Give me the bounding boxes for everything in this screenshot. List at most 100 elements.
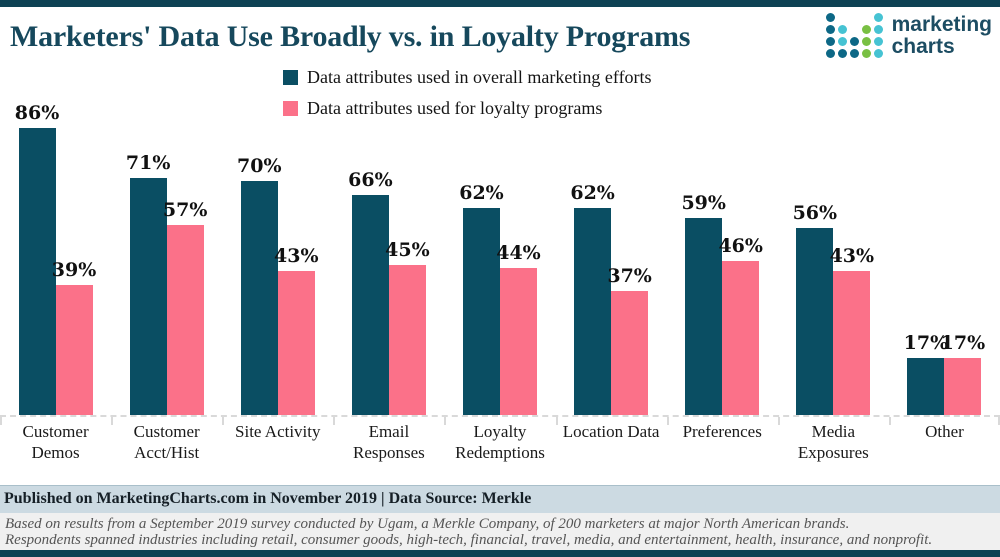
bar-pair: 62% 44%: [459, 182, 541, 415]
bar-value-label: 59%: [681, 191, 726, 214]
bar-pair: 66% 45%: [348, 169, 430, 415]
bar-group: 86% 39%: [0, 81, 111, 415]
logo-dot-light: [873, 13, 883, 22]
bar-value-label: 39%: [51, 258, 97, 281]
logo-word-marketing: marketing: [891, 12, 992, 36]
published-text: Published on MarketingCharts.com in Nove…: [4, 490, 532, 507]
bottom-accent-border: [0, 550, 1000, 557]
logo-dot-dark: [825, 13, 835, 22]
footnote-block: Based on results from a September 2019 s…: [0, 513, 1000, 550]
category-label: Email Responses: [333, 417, 444, 462]
bar-pair: 17% 17%: [904, 332, 985, 415]
bar-overall: 71%: [126, 152, 170, 415]
logo-dot-empty: [850, 25, 859, 34]
bar-pair: 71% 57%: [126, 152, 207, 415]
bar-group: 62% 37%: [556, 81, 667, 415]
logo-dot-green: [861, 37, 871, 46]
logo-dot-green: [861, 49, 871, 58]
bar-loyalty: 57%: [163, 199, 207, 415]
bar-value-label: 17%: [903, 332, 949, 355]
legend-item-overall: Data attributes used in overall marketin…: [283, 67, 652, 88]
footnote-line-2: Respondents spanned industries including…: [5, 532, 933, 548]
bar-overall: 86%: [15, 102, 59, 415]
logo-dot-empty: [838, 13, 847, 22]
bar-overall: 62%: [570, 182, 615, 415]
logo-word-charts: charts: [891, 34, 955, 58]
logo-dots-icon: [825, 13, 883, 58]
logo-dot-dark: [849, 49, 859, 58]
bar-loyalty: 39%: [52, 259, 96, 415]
legend-swatch-loyalty-icon: [283, 101, 298, 116]
bar-group: 17% 17%: [889, 81, 1000, 415]
bar-overall: 70%: [237, 155, 282, 415]
bar-loyalty: 37%: [607, 265, 652, 415]
bar-value-label: 71%: [125, 151, 171, 174]
category-label: Media Exposures: [777, 417, 889, 462]
bar-loyalty: 43%: [830, 245, 874, 415]
category-label: Site Activity: [222, 417, 333, 461]
bar-overall: 66%: [348, 169, 393, 415]
bar-group: 56% 43%: [778, 81, 889, 415]
logo-dot-dark: [825, 25, 835, 34]
bar-overall: 17%: [904, 332, 948, 415]
bar-loyalty: 45%: [385, 239, 430, 415]
category-label: Loyalty Redemptions: [444, 417, 555, 462]
bar-value-label: 57%: [162, 198, 208, 221]
bar-value-label: 62%: [570, 181, 615, 204]
bar-chart: Data attributes used in overall marketin…: [0, 65, 1000, 415]
legend-label-loyalty: Data attributes used for loyalty program…: [307, 98, 603, 118]
bar-loyalty: 46%: [718, 235, 763, 415]
bar-value-label: 46%: [718, 235, 763, 258]
logo-dot-light: [837, 37, 847, 46]
bar-value-label: 86%: [14, 101, 60, 124]
bar-group: 71% 57%: [111, 81, 222, 415]
bar-loyalty: 43%: [274, 245, 319, 415]
top-accent-border: [0, 0, 1000, 7]
logo-dot-dark: [825, 37, 835, 46]
logo-dot-light: [873, 25, 883, 34]
logo-dot-light: [873, 37, 883, 46]
logo-wordmark: marketing charts: [891, 12, 992, 58]
logo-dot-dark: [849, 37, 859, 46]
bar-group: 59% 46%: [667, 81, 778, 415]
bar-pair: 59% 46%: [681, 192, 763, 415]
bar-value-label: 62%: [459, 181, 504, 204]
footnote-line-1: Based on results from a September 2019 s…: [5, 516, 850, 532]
bar-overall: 56%: [793, 202, 837, 415]
bar-value-label: 43%: [274, 245, 319, 268]
logo-dot-green: [861, 25, 871, 34]
marketingcharts-logo: marketing charts: [825, 12, 992, 58]
logo-dot-light: [837, 25, 847, 34]
category-label: Location Data: [555, 417, 667, 461]
bar-pair: 86% 39%: [15, 102, 96, 415]
bar-overall: 62%: [459, 182, 504, 415]
bar-pair: 56% 43%: [793, 202, 874, 415]
logo-dot-light: [873, 49, 883, 58]
logo-dot-empty: [850, 13, 859, 22]
bar-pair: 62% 37%: [570, 182, 652, 415]
bar-group: 66% 45%: [333, 81, 444, 415]
header: Marketers' Data Use Broadly vs. in Loyal…: [0, 7, 1000, 65]
logo-dot-dark: [825, 49, 835, 58]
category-label: Preferences: [666, 417, 778, 461]
page-title: Marketers' Data Use Broadly vs. in Loyal…: [10, 20, 691, 53]
legend-swatch-overall-icon: [283, 70, 298, 85]
bar-value-label: 66%: [348, 168, 393, 191]
bar-group: 70% 43%: [222, 81, 333, 415]
bar-value-label: 44%: [496, 242, 541, 265]
category-axis: Customer Demos Customer Acct/Hist Site Act…: [0, 415, 1000, 462]
legend-label-overall: Data attributes used in overall marketin…: [307, 67, 652, 87]
category-label: Customer Acct/Hist: [111, 417, 222, 462]
published-banner: Published on MarketingCharts.com in Nove…: [0, 485, 1000, 513]
bar-value-label: 43%: [829, 245, 875, 268]
bar-loyalty: 17%: [941, 332, 985, 415]
bar-value-label: 56%: [792, 201, 838, 224]
bar-value-label: 37%: [607, 265, 652, 288]
bar-value-label: 17%: [940, 332, 986, 355]
legend-item-loyalty: Data attributes used for loyalty program…: [283, 98, 652, 119]
whitespace: [0, 461, 1000, 485]
logo-dot-empty: [862, 13, 871, 22]
plot-area: 86% 39% 71% 57% 70% 43% 66% 45% 62% 44% 62% 37% 59% 4…: [0, 81, 1000, 415]
logo-dot-dark: [837, 49, 847, 58]
bar-overall: 59%: [681, 192, 726, 415]
